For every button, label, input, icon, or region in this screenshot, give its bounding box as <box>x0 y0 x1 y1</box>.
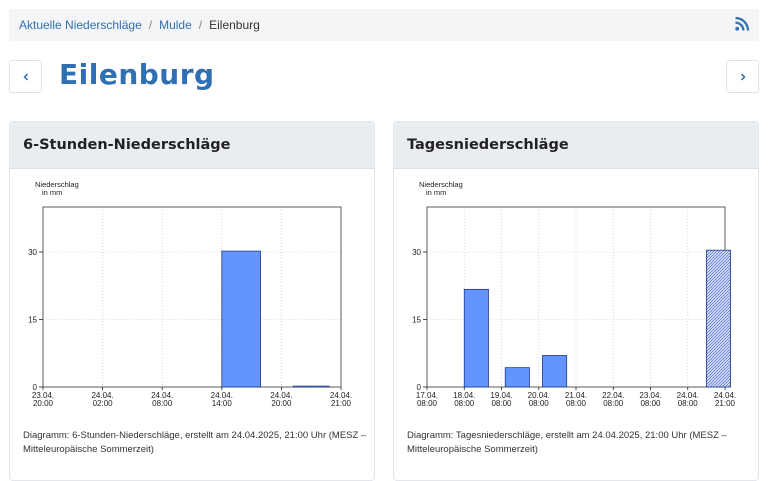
chevron-right-icon <box>740 72 746 81</box>
x-tick-label: 24.04. 21:00 <box>714 391 736 408</box>
breadcrumb-link-aktuelle-niederschlaege[interactable]: Aktuelle Niederschläge <box>19 18 142 32</box>
breadcrumb-current: Eilenburg <box>209 18 260 32</box>
chevron-left-icon <box>22 72 28 81</box>
previous-station-button[interactable] <box>9 60 42 93</box>
y-axis-label: in mm <box>42 188 62 197</box>
y-tick-label: 15 <box>412 316 421 325</box>
card-daily-precipitation: Tagesniederschläge Niederschlag in mm 0 15 3… <box>393 121 759 481</box>
x-tick-label: 24.04. 21:00 <box>330 391 352 408</box>
breadcrumb-separator: / <box>148 18 153 32</box>
x-tick-label: 24.04. 20:00 <box>270 391 292 408</box>
x-tick-label: 24.04. 08:00 <box>151 391 173 408</box>
card-6h-precipitation: 6-Stunden-Niederschläge Niederschlag in m… <box>9 121 375 481</box>
y-tick-label: 30 <box>412 248 421 257</box>
next-station-button[interactable] <box>726 60 759 93</box>
card-title: 6-Stunden-Niederschläge <box>10 122 374 169</box>
x-tick-label: 20.04. 08:00 <box>528 391 550 408</box>
x-tick-label: 24.04. 08:00 <box>677 391 699 408</box>
y-axis-label: in mm <box>426 188 446 197</box>
chart-caption: Diagramm: 6-Stunden-Niederschläge, erste… <box>23 430 367 455</box>
x-tick-label: 24.04. 14:00 <box>211 391 233 408</box>
x-tick-label: 17.04. 08:00 <box>416 391 438 408</box>
y-tick-label: 15 <box>28 316 37 325</box>
x-tick-label: 21.04. 08:00 <box>565 391 587 408</box>
x-tick-label: 23.04. 20:00 <box>32 391 54 408</box>
breadcrumb-link-mulde[interactable]: Mulde <box>159 18 192 32</box>
bar <box>292 385 330 388</box>
card-title: Tagesniederschläge <box>394 122 758 169</box>
y-tick-label: 0 <box>417 383 422 392</box>
bar <box>542 355 568 388</box>
bar <box>504 367 530 388</box>
bar <box>463 288 489 388</box>
y-tick-label: 0 <box>33 383 38 392</box>
bar <box>705 249 731 388</box>
page-title: Eilenburg <box>59 58 215 91</box>
plot-frame <box>42 206 342 388</box>
bar <box>221 250 261 388</box>
breadcrumb-separator: / <box>198 18 203 32</box>
y-tick-label: 30 <box>28 248 37 257</box>
x-tick-label: 24.04. 02:00 <box>91 391 113 408</box>
breadcrumb: Aktuelle Niederschläge / Mulde / Eilenbu… <box>9 9 759 41</box>
y-axis-label: Niederschlag <box>419 180 463 189</box>
chart-caption: Diagramm: Tagesniederschläge, erstellt a… <box>407 430 727 455</box>
rss-feed-icon[interactable] <box>735 17 749 31</box>
x-tick-label: 22.04. 08:00 <box>602 391 624 408</box>
x-tick-label: 23.04. 08:00 <box>639 391 661 408</box>
y-axis-label: Niederschlag <box>35 180 79 189</box>
x-tick-label: 19.04. 08:00 <box>490 391 512 408</box>
x-tick-label: 18.04. 08:00 <box>453 391 475 408</box>
